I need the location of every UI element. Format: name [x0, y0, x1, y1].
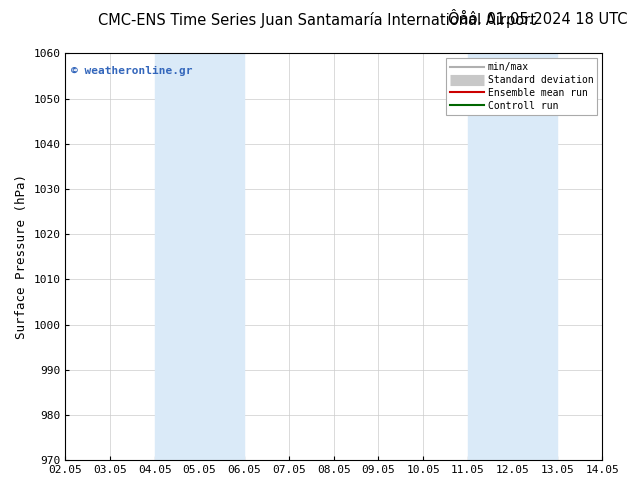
Legend: min/max, Standard deviation, Ensemble mean run, Controll run: min/max, Standard deviation, Ensemble me… [446, 58, 597, 115]
Y-axis label: Surface Pressure (hPa): Surface Pressure (hPa) [15, 174, 28, 339]
Bar [155, 53, 244, 460]
Text: CMC-ENS Time Series Juan Santamaría International Airport: CMC-ENS Time Series Juan Santamaría Inte… [98, 12, 536, 28]
Text: © weatheronline.gr: © weatheronline.gr [71, 66, 192, 75]
Bar [468, 53, 557, 460]
Text: Ôåô. 01.05.2024 18 UTC: Ôåô. 01.05.2024 18 UTC [448, 12, 628, 27]
